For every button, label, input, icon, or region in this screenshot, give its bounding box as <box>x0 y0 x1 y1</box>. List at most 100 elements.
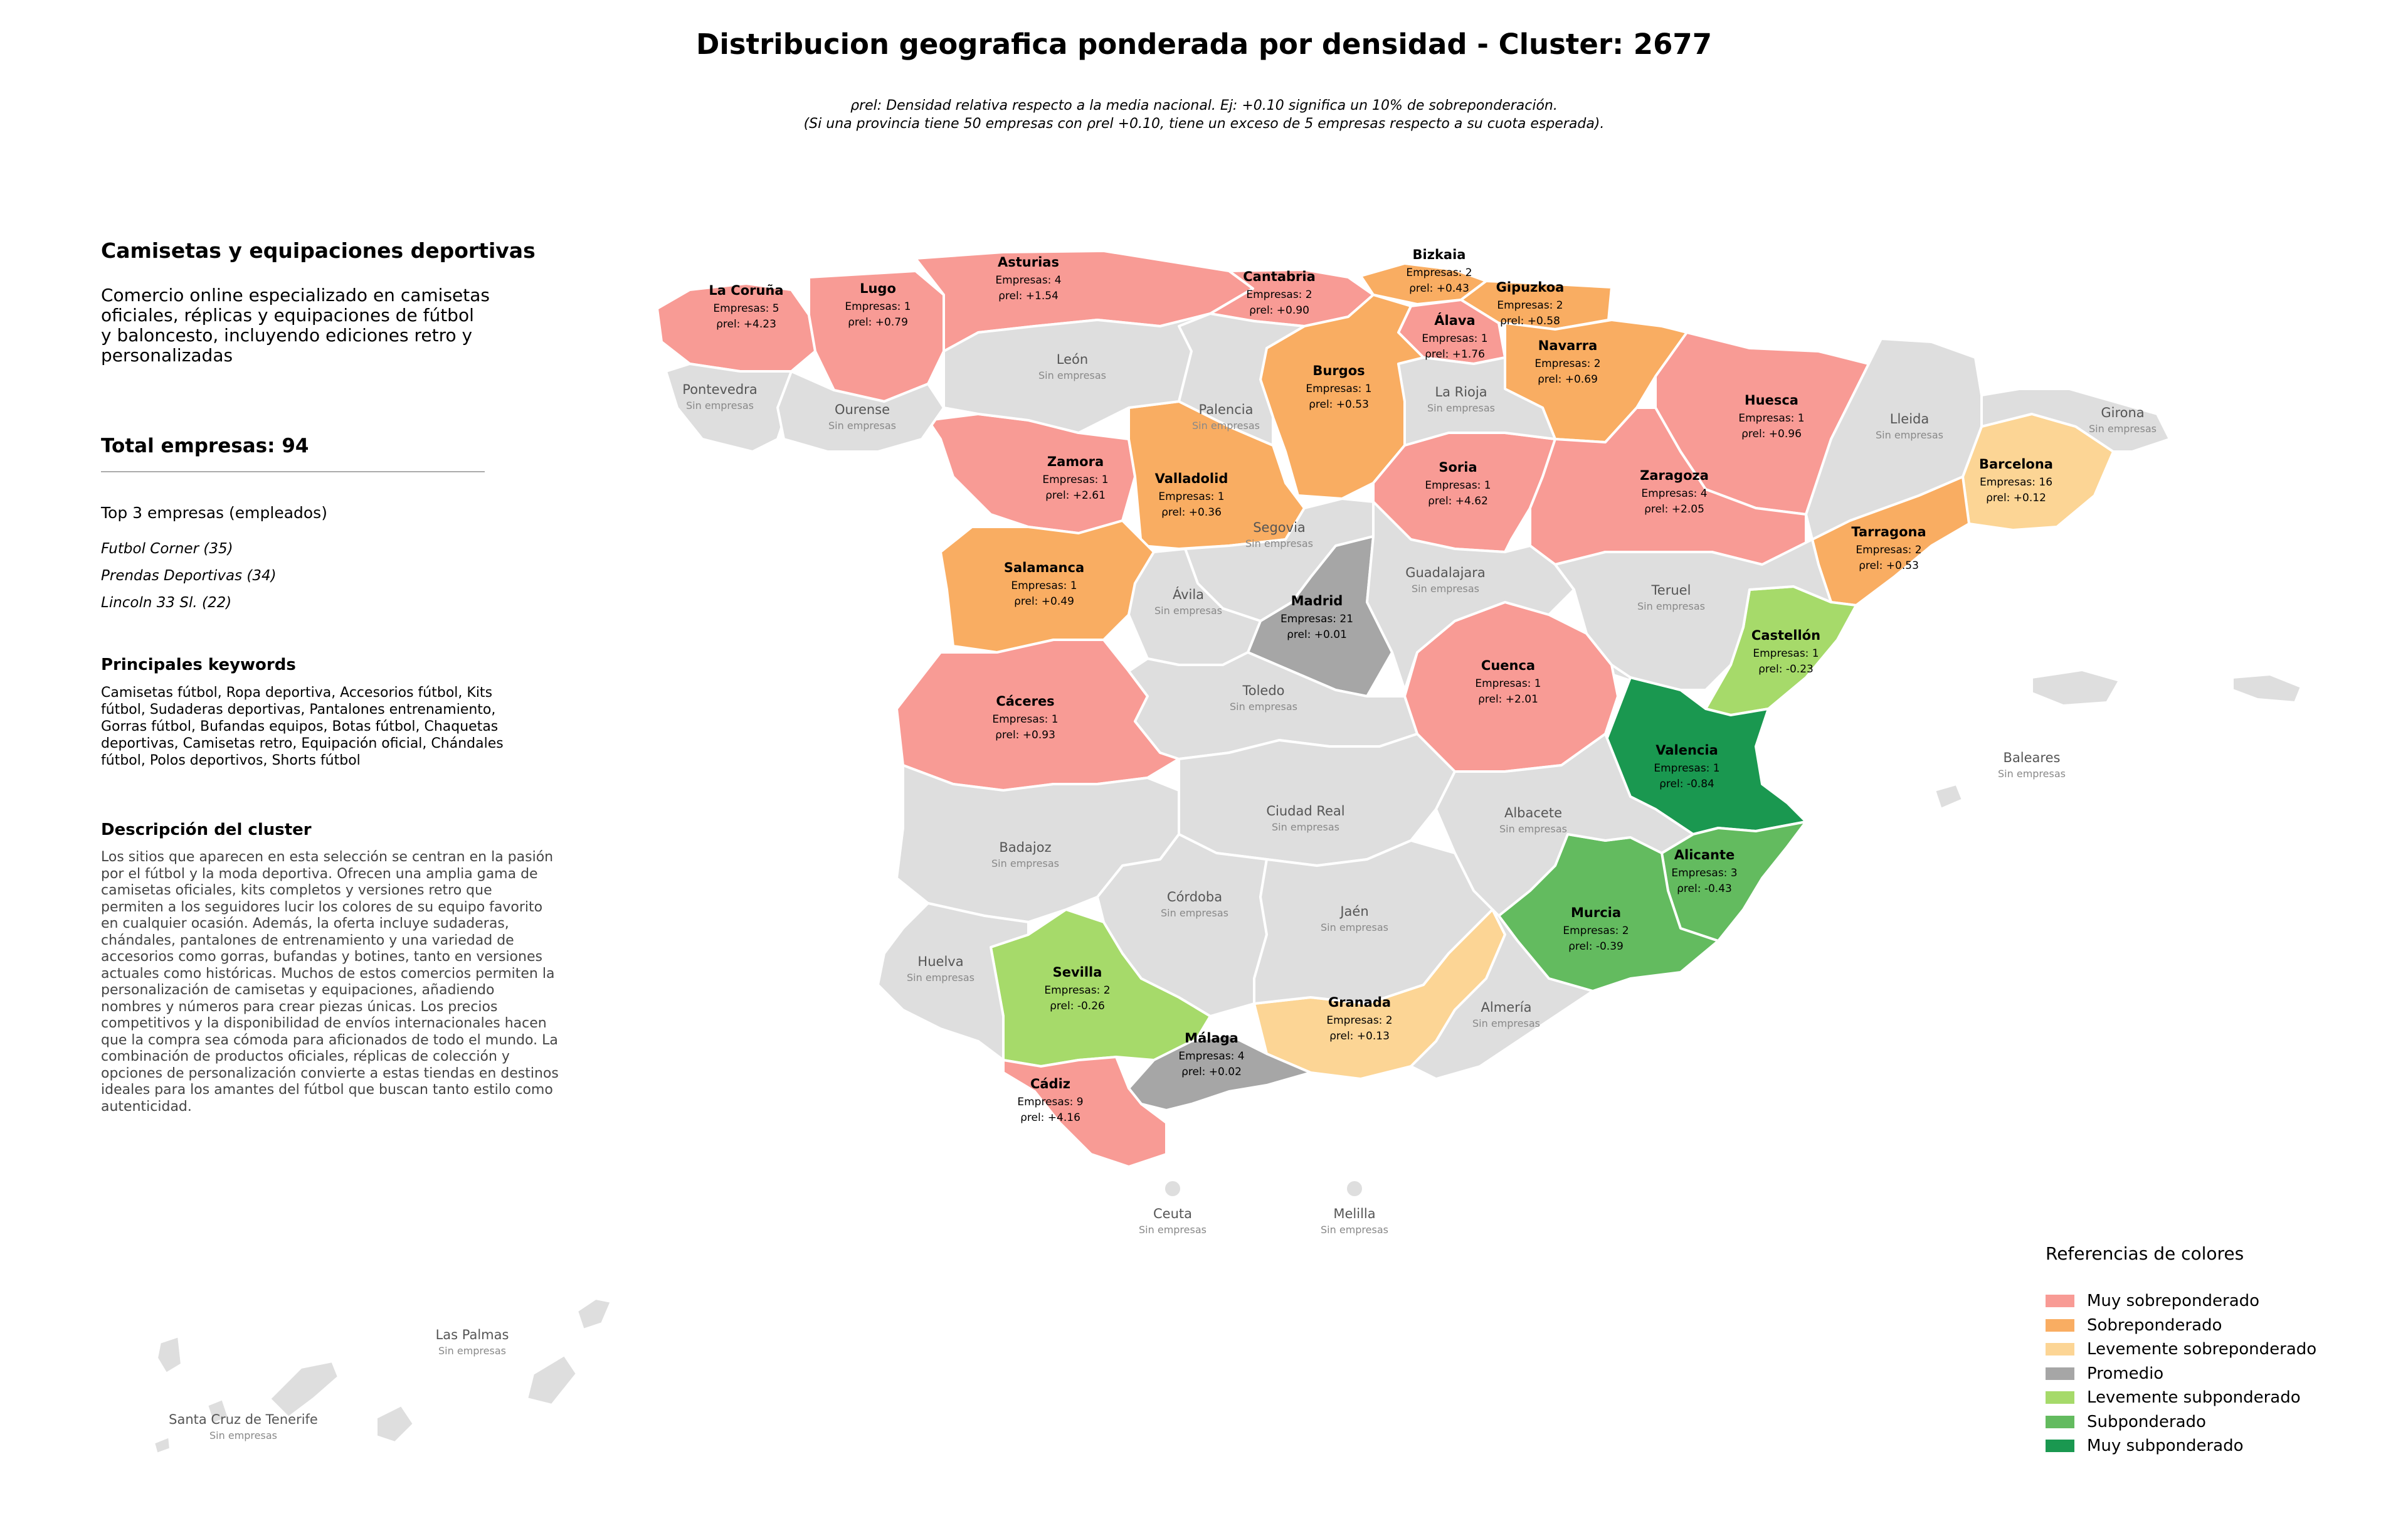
island-shape <box>152 1435 172 1455</box>
province-salamanca[interactable] <box>939 519 1155 654</box>
province-label: Murcia <box>1571 905 1621 920</box>
province-no-data: Sin empresas <box>209 1430 277 1441</box>
cluster-name: Camisetas y equipaciones deportivas <box>101 238 536 263</box>
province-ceuta[interactable] <box>1163 1179 1183 1199</box>
province-la-rioja[interactable] <box>1397 356 1556 447</box>
province-label: Burgos <box>1312 363 1365 378</box>
legend-label: Muy sobreponderado <box>2087 1292 2260 1311</box>
province-no-data: Sin empresas <box>1998 768 2066 780</box>
divider <box>101 471 485 472</box>
description-text: Los sitios que aparecen en esta selecció… <box>101 849 559 1115</box>
province-label: Almería <box>1481 1000 1532 1015</box>
province-label: Castellón <box>1751 628 1820 643</box>
province-empresas: Empresas: 2 <box>1246 289 1312 301</box>
province-guadalajara[interactable] <box>1366 501 1575 691</box>
province-las-palmas[interactable] <box>525 1354 578 1406</box>
province-rho: ρrel: -0.43 <box>1677 883 1732 895</box>
province-santa-cruz-de-tenerife[interactable] <box>268 1360 340 1419</box>
province-avila[interactable] <box>1127 548 1262 666</box>
province-label: La Rioja <box>1435 385 1487 400</box>
province-no-data: Sin empresas <box>686 400 754 411</box>
province-label: Soria <box>1439 460 1477 475</box>
cluster-short-description: Comercio online especializado en camiset… <box>101 285 490 366</box>
province-empresas: Empresas: 1 <box>845 300 911 313</box>
province-huelva[interactable] <box>877 902 1030 1061</box>
province-jaen[interactable] <box>1253 839 1494 1005</box>
map-title: Distribucion geografica ponderada por de… <box>696 28 1712 61</box>
province-label: Badajoz <box>999 840 1051 855</box>
legend-item: Promedio <box>2046 1362 2397 1386</box>
province-label: León <box>1057 352 1088 367</box>
province-palencia[interactable] <box>1178 312 1306 447</box>
province-ourense[interactable] <box>776 370 945 453</box>
province-label: Zamora <box>1047 454 1104 469</box>
province-no-data: Sin empresas <box>1154 605 1222 617</box>
province-label: Pontevedra <box>682 382 757 397</box>
province-no-data: Sin empresas <box>1192 420 1260 432</box>
legend-item: Muy sobreponderado <box>2046 1289 2397 1313</box>
province-rho: ρrel: +0.43 <box>1409 282 1469 295</box>
island-shape <box>1933 783 1964 810</box>
top3-list: Futbol Corner (35) Prendas Deportivas (3… <box>101 536 559 617</box>
province-empresas: Empresas: 1 <box>1654 762 1719 775</box>
province-cadiz[interactable] <box>1002 1056 1168 1168</box>
province-label: Alicante <box>1674 847 1735 862</box>
province-rho: ρrel: +1.54 <box>998 290 1059 302</box>
province-no-data: Sin empresas <box>828 420 896 432</box>
province-label: Tarragona <box>1851 524 1926 539</box>
province-empresas: Empresas: 2 <box>1406 267 1472 279</box>
province-label: Zaragoza <box>1640 468 1709 483</box>
province-label: La Coruña <box>709 283 783 298</box>
legend-item: Levemente sobreponderado <box>2046 1337 2397 1362</box>
province-baleares[interactable] <box>2231 673 2303 704</box>
province-rho: ρrel: +4.16 <box>1020 1112 1080 1124</box>
legend-item: Subponderado <box>2046 1410 2397 1435</box>
province-label: Sevilla <box>1053 965 1102 980</box>
province-rho: ρrel: +2.05 <box>1644 503 1704 516</box>
province-label: Córdoba <box>1167 889 1222 905</box>
province-empresas: Empresas: 9 <box>1017 1096 1083 1108</box>
keywords-text: Camisetas fútbol, Ropa deportiva, Acceso… <box>101 685 504 768</box>
province-label: Girona <box>2101 405 2144 420</box>
province-empresas: Empresas: 2 <box>1044 984 1110 997</box>
legend-label: Subponderado <box>2087 1412 2206 1431</box>
province-label: Barcelona <box>1979 457 2053 472</box>
legend-swatch <box>2046 1415 2074 1428</box>
province-label: Lleida <box>1890 411 1930 427</box>
province-melilla[interactable] <box>1344 1179 1365 1199</box>
province-rho: ρrel: +0.58 <box>1500 315 1560 327</box>
province-toledo[interactable] <box>1127 651 1418 760</box>
province-empresas: Empresas: 1 <box>1011 580 1077 592</box>
province-no-data: Sin empresas <box>1230 701 1297 713</box>
province-empresas: Empresas: 4 <box>1641 487 1707 500</box>
province-almeria[interactable] <box>1410 908 1594 1080</box>
province-rho: ρrel: +1.76 <box>1425 348 1485 361</box>
province-no-data: Sin empresas <box>2089 423 2157 435</box>
province-label: Bizkaia <box>1413 247 1466 262</box>
province-label: Granada <box>1328 995 1391 1010</box>
province-empresas: Empresas: 1 <box>1042 474 1108 486</box>
legend-swatch <box>2046 1343 2074 1356</box>
legend-swatch <box>2046 1440 2074 1453</box>
province-no-data: Sin empresas <box>1427 402 1495 414</box>
province-label: Valladolid <box>1155 471 1228 486</box>
legend-swatch <box>2046 1295 2074 1308</box>
province-label: Baleares <box>2004 750 2061 765</box>
province-label: Gipuzkoa <box>1496 280 1565 295</box>
province-no-data: Sin empresas <box>1161 907 1228 919</box>
legend-swatch <box>2046 1318 2074 1332</box>
province-rho: ρrel: +0.13 <box>1329 1030 1390 1043</box>
province-label: Navarra <box>1538 338 1598 353</box>
province-girona[interactable] <box>1980 388 2171 453</box>
province-teruel[interactable] <box>1554 538 1832 691</box>
province-empresas: Empresas: 1 <box>1738 412 1804 425</box>
province-empresas: Empresas: 3 <box>1671 867 1737 879</box>
province-no-data: Sin empresas <box>1321 1224 1388 1236</box>
province-empresas: Empresas: 1 <box>1158 491 1224 503</box>
description-title: Descripción del cluster <box>101 820 312 839</box>
island-shape <box>156 1335 183 1375</box>
island-shape <box>2030 669 2121 707</box>
top3-item: Futbol Corner (35) <box>101 541 233 557</box>
province-lleida[interactable] <box>1805 337 1983 541</box>
province-empresas: Empresas: 1 <box>992 713 1058 726</box>
